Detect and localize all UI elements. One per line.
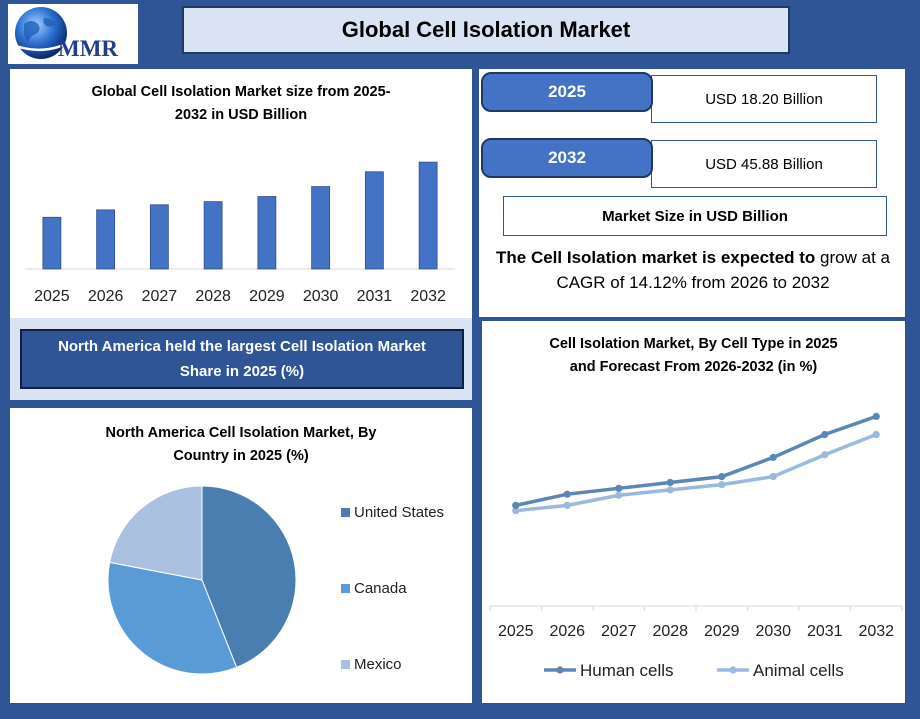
unit-label-box: Market Size in USD Billion — [503, 196, 887, 236]
bar-x-tick-label: 2032 — [410, 288, 446, 305]
bar-2030 — [311, 186, 331, 270]
value-2025-box: USD 18.20 Billion — [651, 75, 877, 123]
logo: MMR — [8, 4, 138, 64]
data-point-animal-cells — [615, 491, 623, 499]
bar-x-tick-label: 2029 — [249, 288, 285, 305]
series-line-human-cells — [515, 414, 877, 508]
legend-label-animal-cells: Animal cells — [753, 661, 844, 680]
line-x-tick-label: 2025 — [498, 623, 534, 640]
line-x-tick-label: 2026 — [549, 623, 585, 640]
line-x-tick-label: 2029 — [704, 623, 740, 640]
bar-chart-panel: Global Cell Isolation Market size from 2… — [10, 69, 472, 319]
line-chart-panel: Cell Isolation Market, By Cell Type in 2… — [482, 321, 905, 703]
value-2032-box: USD 45.88 Billion — [651, 140, 877, 188]
pie-slice-mexico — [109, 485, 203, 581]
bar-2026 — [96, 209, 116, 270]
north-america-banner-text: North America held the largest Cell Isol… — [58, 338, 426, 380]
data-point-animal-cells — [563, 501, 571, 509]
data-point-human-cells — [872, 412, 880, 421]
bar-2031 — [364, 171, 384, 270]
line-x-tick-label: 2031 — [807, 623, 843, 640]
bar-x-tick-label: 2027 — [142, 288, 178, 305]
year-2032-label: 2032 — [548, 148, 586, 167]
line-chart-title-line1: Cell Isolation Market, By Cell Type in 2… — [549, 336, 838, 352]
pie-chart-title: North America Cell Isolation Market, By … — [10, 422, 472, 468]
pie-legend-label: United States — [354, 504, 444, 521]
line-chart-title-line2: and Forecast From 2026-2032 (in %) — [569, 359, 818, 375]
bar-2025 — [42, 216, 62, 270]
pie-legend-label: Canada — [354, 580, 407, 597]
bar-chart-title-line1: Global Cell Isolation Market size from 2… — [91, 84, 391, 100]
logo-text: MMR — [58, 36, 119, 61]
pie-slice-canada — [107, 561, 238, 675]
pie-legend-swatch-united-states — [341, 508, 350, 517]
pie-slice-united-states — [201, 485, 297, 669]
line-chart-title: Cell Isolation Market, By Cell Type in 2… — [482, 333, 905, 379]
legend-label-human-cells: Human cells — [580, 661, 674, 680]
series-line-animal-cells — [515, 432, 877, 513]
bar-2027 — [149, 204, 169, 270]
bar-chart-title: Global Cell Isolation Market size from 2… — [10, 81, 472, 127]
cagr-bold: The Cell Isolation market is expected to — [496, 248, 816, 267]
bar-2029 — [257, 196, 277, 270]
line-x-tick-label: 2027 — [601, 623, 637, 640]
unit-label: Market Size in USD Billion — [602, 207, 788, 225]
legend-marker-animal-cells — [729, 666, 737, 674]
bar-x-tick-label: 2030 — [303, 288, 339, 305]
pie-legend-swatch-canada — [341, 584, 350, 593]
value-2032: USD 45.88 Billion — [705, 155, 823, 173]
bar-2028 — [203, 201, 223, 270]
data-point-animal-cells — [512, 507, 520, 515]
data-point-human-cells — [615, 484, 623, 492]
year-2025-label: 2025 — [548, 82, 586, 101]
data-point-human-cells — [718, 473, 726, 481]
line-x-tick-label: 2032 — [858, 623, 894, 640]
pie-chart-title-line2: Country in 2025 (%) — [173, 448, 309, 464]
pie-legend-label: Mexico — [354, 656, 402, 673]
data-point-animal-cells — [769, 473, 777, 481]
data-point-human-cells — [769, 453, 777, 462]
bar-x-tick-label: 2028 — [195, 288, 231, 305]
line-chart: 2025 2026 2027 2028 2029 2030 2031 2032 Human ce… — [489, 412, 903, 680]
data-point-animal-cells — [821, 451, 829, 459]
bar-x-tick-label: 2025 — [34, 288, 70, 305]
data-point-human-cells — [563, 490, 571, 498]
pie-chart: United States Canada Mexico — [107, 485, 444, 675]
data-point-human-cells — [666, 478, 674, 487]
data-point-animal-cells — [718, 480, 726, 489]
bar-chart: 2025 2026 2027 2028 2029 2030 2031 2032 — [25, 161, 455, 305]
value-2025: USD 18.20 Billion — [705, 90, 823, 108]
pie-chart-title-line1: North America Cell Isolation Market, By — [105, 425, 377, 441]
legend-marker-human-cells — [556, 666, 564, 674]
line-x-tick-label: 2028 — [652, 623, 688, 640]
data-point-human-cells — [821, 430, 829, 439]
bar-chart-title-line2: 2032 in USD Billion — [174, 107, 308, 123]
page-title: Global Cell Isolation Market — [341, 17, 631, 42]
line-x-tick-label: 2030 — [755, 623, 791, 640]
title-banner: Global Cell Isolation Market — [182, 6, 790, 54]
pie-chart-panel: North America Cell Isolation Market, By … — [10, 408, 472, 703]
data-point-animal-cells — [872, 430, 880, 439]
year-2032-pill: 2032 — [481, 138, 653, 178]
globe-icon — [15, 7, 75, 59]
cagr-text: The Cell Isolation market is expected to… — [482, 245, 904, 295]
cagr-rest: grow at a CAGR of 14.12% from 2026 to 20… — [556, 248, 890, 292]
data-point-human-cells — [512, 501, 520, 509]
bar-x-tick-label: 2031 — [357, 288, 393, 305]
bar-2032 — [418, 161, 438, 270]
bar-x-tick-label: 2026 — [88, 288, 124, 305]
data-point-animal-cells — [666, 486, 674, 494]
north-america-banner: North America held the largest Cell Isol… — [20, 329, 464, 389]
pie-legend-swatch-mexico — [341, 660, 350, 669]
year-2025-pill: 2025 — [481, 72, 653, 112]
